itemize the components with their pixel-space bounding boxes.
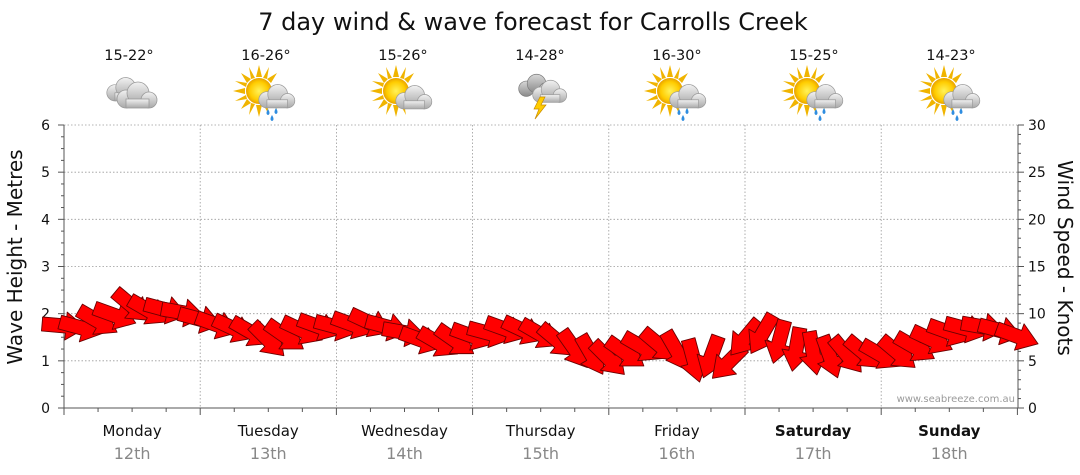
chart-title: 7 day wind & wave forecast for Carrolls … [258,8,808,36]
day-date-label: 17th [795,444,832,463]
watermark: www.seabreeze.com.au [897,394,1015,405]
sun-cloud-rain-icon [918,65,981,121]
wind-arrow [993,321,1039,351]
left-tick-label: 2 [41,307,50,323]
day-date-label: 13th [250,444,287,463]
left-tick-label: 6 [41,118,50,134]
left-tick-label: 5 [41,165,50,181]
right-tick-label: 10 [1028,307,1046,323]
left-tick-label: 0 [41,401,50,417]
day-name-label: Thursday [505,422,576,440]
day-temp-range: 15-22° [104,48,153,64]
day-temp-range: 15-26° [378,48,427,64]
wind-arrows [41,286,1039,383]
left-tick-label: 1 [41,354,50,370]
day-temp-range: 14-28° [515,48,564,64]
day-temp-range: 14-23° [926,48,975,64]
day-date-label: 16th [659,444,696,463]
day-name-label: Monday [102,422,161,440]
day-name-label: Wednesday [361,422,448,440]
day-name-label: Saturday [775,422,852,440]
left-tick-label: 3 [41,260,50,276]
cloud-icon [106,77,158,109]
right-tick-label: 5 [1028,354,1037,370]
right-tick-label: 15 [1028,260,1046,276]
day-date-label: 12th [114,444,151,463]
sun-cloud-rain-icon [644,65,707,121]
right-axis-label: Wind Speed - Knots [1053,160,1077,356]
right-tick-label: 0 [1028,401,1037,417]
day-temp-range: 16-26° [241,48,290,64]
storm-icon [518,73,568,120]
axes: 0 1 2 3 4 5 6 0 5 10 15 20 25 30 [41,118,1046,417]
sun-cloud-rain-icon [781,65,844,121]
sun-cloud-rain-icon [233,65,296,121]
day-date-label: 18th [931,444,968,463]
day-name-label: Tuesday [237,422,299,440]
daily-header: 15-22° 16-26° 15-26° 14-28° 16-30° 15-25° 14-2… [104,48,981,121]
day-date-label: 14th [386,444,423,463]
day-name-label: Friday [654,422,700,440]
left-tick-label: 4 [41,212,50,228]
right-tick-label: 30 [1028,118,1046,134]
right-tick-label: 20 [1028,212,1046,228]
left-axis-label: Wave Height - Metres [3,149,27,364]
sun-cloud-icon [370,65,433,117]
day-temp-range: 16-30° [652,48,701,64]
day-date-label: 15th [522,444,559,463]
day-name-label: Sunday [918,422,981,440]
day-temp-range: 15-25° [789,48,838,64]
x-axis-labels: Monday 12th Tuesday 13th Wednesday 14th Thursd… [102,422,980,463]
right-tick-label: 25 [1028,165,1046,181]
